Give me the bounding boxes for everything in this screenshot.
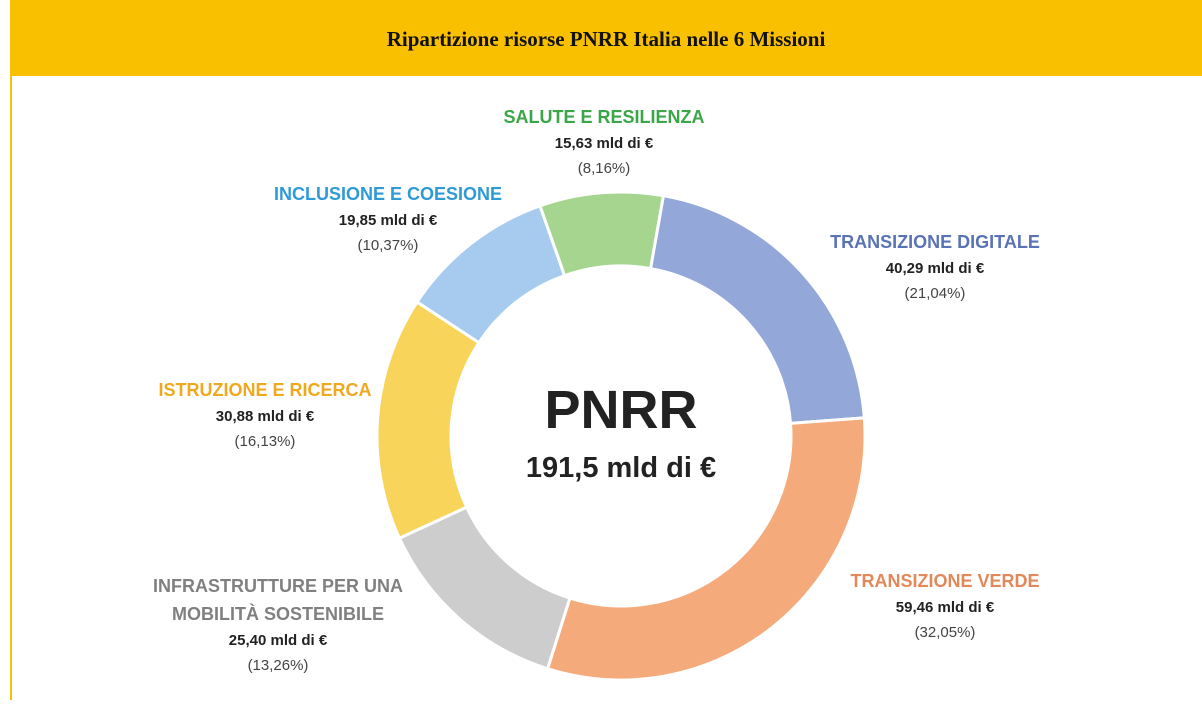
segment-label: INCLUSIONE E COESIONE 19,85 mld di € (10,3… [274,180,502,258]
segment-label: INFRASTRUTTURE PER UNA MOBILITÀ SOSTENIB… [153,572,403,678]
segment-value: 59,46 mld di € [895,599,995,616]
title-bar [10,0,1202,76]
segment-name: TRANSIZIONE VERDE [850,571,1040,591]
donut-segment [538,190,666,278]
donut-hole [452,267,790,605]
donut-segment [545,416,867,682]
segment-value: 40,29 mld di € [885,260,985,277]
left-border [10,76,12,700]
segment-share: (21,04%) [904,285,966,302]
segment-share: (32,05%) [914,624,976,641]
center-title: PNRR [544,380,697,440]
segment-share: (13,26%) [247,657,309,674]
segment-value: 19,85 mld di € [338,212,438,229]
segment-label: SALUTE E RESILIENZA 15,63 mld di € (8,16%) [503,103,704,181]
center-subtitle: 191,5 mld di € [526,452,716,484]
segment-name: TRANSIZIONE DIGITALE [830,232,1040,252]
segment-value: 25,40 mld di € [228,632,328,649]
segment-share: (16,13%) [234,433,296,450]
chart-title: Ripartizione risorse PNRR Italia nelle 6… [387,27,826,51]
segment-name: SALUTE E RESILIENZA [503,107,705,127]
segment-name: INFRASTRUTTURE PER UNA MOBILITÀ SOSTENIB… [153,576,403,624]
segment-name: INCLUSIONE E COESIONE [273,184,503,204]
segment-name: ISTRUZIONE E RICERCA [158,380,372,400]
segment-value: 30,88 mld di € [215,408,315,425]
segment-value: 15,63 mld di € [554,135,654,152]
segment-label: TRANSIZIONE DIGITALE 40,29 mld di € (21,04… [830,228,1040,306]
segment-label: ISTRUZIONE E RICERCA 30,88 mld di € (16,13… [158,376,371,454]
segment-share: (10,37%) [357,237,419,254]
segment-share: (8,16%) [577,160,631,177]
segment-label: TRANSIZIONE VERDE 59,46 mld di € (32,05%) [850,567,1039,645]
